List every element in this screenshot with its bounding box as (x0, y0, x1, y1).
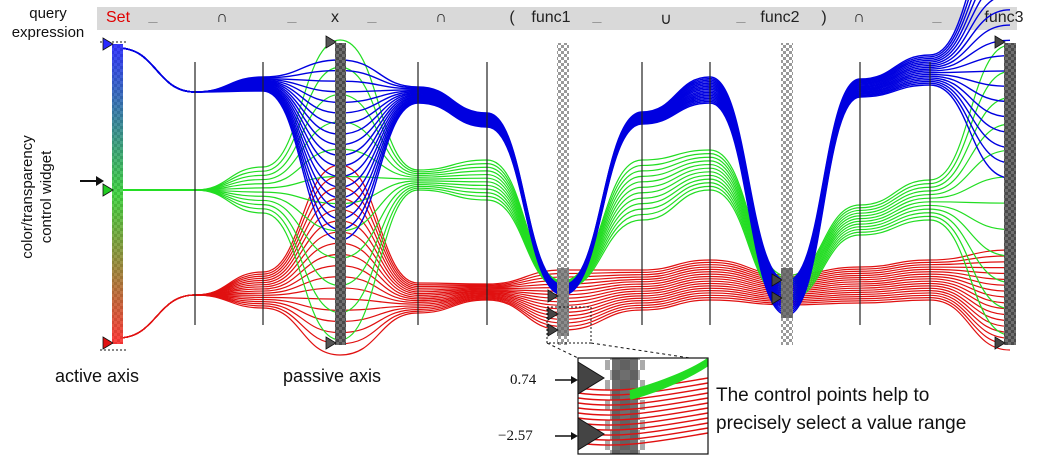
passive-axis-lower-control-point-icon[interactable] (325, 336, 337, 350)
query-token-8[interactable]: func1 (531, 9, 571, 26)
query-token-5[interactable]: _ (367, 7, 377, 24)
axes-layer (100, 35, 1016, 351)
func1-mid-control-point-icon[interactable] (547, 307, 559, 321)
active-axis-blue-control-point-icon[interactable] (102, 37, 114, 51)
query-token-10[interactable]: ∪ (660, 11, 672, 28)
zoom-inset (546, 306, 709, 455)
inset-lower-value: −2.57 (498, 428, 533, 444)
query-expression-text: query expression (11, 5, 85, 41)
query-token-6[interactable]: ∩ (435, 9, 447, 26)
query-token-13[interactable]: ) (821, 9, 827, 26)
inset-upper-control-point-icon (577, 361, 605, 395)
passive-axis-label: passive axis (283, 366, 382, 386)
inset-red-polyline (578, 432, 708, 446)
active-axis-label: active axis (55, 366, 140, 386)
query-token-12[interactable]: func2 (760, 9, 800, 26)
inset-red-polyline (578, 397, 708, 411)
inset-lower-control-point-icon (577, 417, 605, 451)
inset-upper-value: 0.74 (510, 372, 537, 388)
inset-red-polyline (578, 412, 708, 426)
active-axis-green-control-point-icon[interactable] (102, 183, 114, 197)
blue-polyline (117, 47, 1011, 316)
query-token-0[interactable]: Set (105, 9, 131, 26)
query-token-4[interactable]: x (331, 9, 339, 26)
func3-axis[interactable] (1004, 43, 1016, 345)
inset-red-polyline (578, 407, 708, 421)
func3-lower-control-point-icon[interactable] (994, 336, 1006, 350)
query-token-9[interactable]: _ (592, 7, 602, 24)
query-token-2[interactable]: ∩ (216, 9, 228, 26)
passive-axis-upper-control-point-icon[interactable] (325, 35, 337, 49)
control-widget-arrow (80, 176, 104, 186)
query-token-1[interactable]: _ (148, 7, 158, 24)
active-axis-gradient (112, 44, 123, 344)
query-token-14[interactable]: ∩ (853, 9, 865, 26)
active-axis-red-control-point-icon[interactable] (102, 336, 114, 350)
inset-red-polyline (578, 387, 708, 401)
func2-upper-control-point-icon[interactable] (771, 273, 783, 287)
query-token-11[interactable]: _ (736, 7, 746, 24)
inset-red-polyline (578, 402, 708, 416)
query-bar (97, 7, 1017, 30)
passive-axis[interactable] (335, 43, 346, 345)
func1-upper-control-point-icon[interactable] (547, 289, 559, 303)
caption-line-2: precisely select a value range (716, 413, 967, 434)
caption: The control points help to precisely sel… (716, 382, 966, 438)
query-expression-label: query expression (2, 4, 94, 42)
query-token-3[interactable]: _ (287, 7, 297, 24)
query-token-7[interactable]: ( (509, 9, 515, 26)
func1-lower-control-point-icon[interactable] (547, 323, 559, 337)
query-token-15[interactable]: _ (932, 7, 942, 24)
inset-red-polyline (578, 392, 708, 406)
func2-lower-control-point-icon[interactable] (771, 291, 783, 305)
caption-line-1: The control points help to (716, 385, 930, 406)
func3-upper-control-point-icon[interactable] (994, 35, 1006, 49)
